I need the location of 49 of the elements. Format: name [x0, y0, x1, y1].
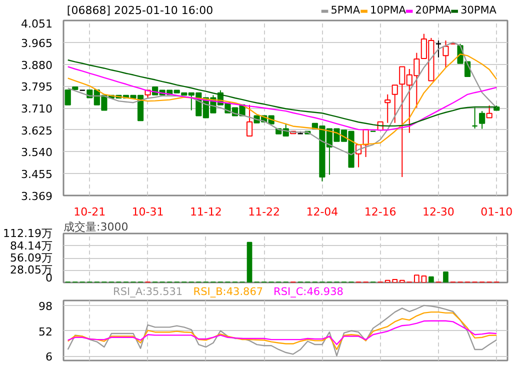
y-tick-label: 3.965 — [21, 37, 53, 50]
y-tick-label: 112.19万 — [3, 227, 53, 240]
legend-label: 10PMA — [370, 4, 407, 16]
line-series — [67, 304, 498, 356]
x-tick-label: 10-31 — [132, 206, 164, 218]
legend-label: 30PMA — [460, 4, 498, 16]
x-tick-label: 12-30 — [422, 206, 454, 218]
line-series — [67, 320, 498, 346]
bar — [421, 275, 427, 282]
candlestick — [479, 110, 486, 130]
x-tick-label: 12-16 — [364, 206, 396, 218]
legend-label: 5PMA — [330, 4, 361, 16]
bar — [246, 242, 252, 282]
y-tick-label: 3.455 — [21, 168, 53, 181]
y-tick-label: 4.051 — [21, 18, 53, 30]
chart-title: [06868] 2025-01-10 16:00 — [66, 4, 214, 17]
candlestick — [392, 84, 398, 124]
chart-title: 成交量:3000 — [64, 220, 128, 234]
candlestick — [64, 90, 71, 106]
candlestick — [246, 104, 253, 136]
y-tick-label: 3.710 — [21, 102, 53, 116]
y-tick-label: 98 — [38, 300, 53, 313]
x-tick-label: 12-04 — [306, 206, 338, 218]
bar — [414, 274, 420, 282]
x-tick-label: 11-12 — [190, 206, 222, 218]
candlestick — [486, 104, 492, 118]
y-tick-label: 3.540 — [21, 146, 53, 160]
text: RSI_C:46.938 — [274, 286, 344, 298]
bar — [443, 272, 448, 282]
y-tick-label: 56.09万 — [10, 252, 53, 264]
line-series — [67, 311, 498, 350]
bar — [428, 276, 434, 282]
y-tick-label: 3.880 — [21, 58, 53, 72]
x-tick-label: 01-10 — [480, 206, 513, 218]
y-tick-label: 3.625 — [21, 124, 53, 138]
y-tick-label: 6 — [46, 350, 52, 364]
x-tick-label: 11-22 — [248, 206, 280, 218]
legend-label: 20PMA — [415, 4, 452, 16]
y-tick-label: 84.14万 — [10, 239, 53, 252]
line-series — [67, 59, 498, 127]
y-tick-label: 52 — [38, 325, 53, 338]
line-series — [67, 42, 498, 156]
candlestick — [384, 94, 391, 124]
text: RSI_A:35.531 — [113, 286, 183, 298]
x-tick-label: 10-21 — [74, 206, 106, 218]
y-tick-label: 3.795 — [21, 80, 53, 94]
y-tick-label: 3.369 — [21, 190, 53, 203]
candlestick — [442, 40, 449, 68]
text: RSI_B:43.867 — [193, 286, 264, 298]
